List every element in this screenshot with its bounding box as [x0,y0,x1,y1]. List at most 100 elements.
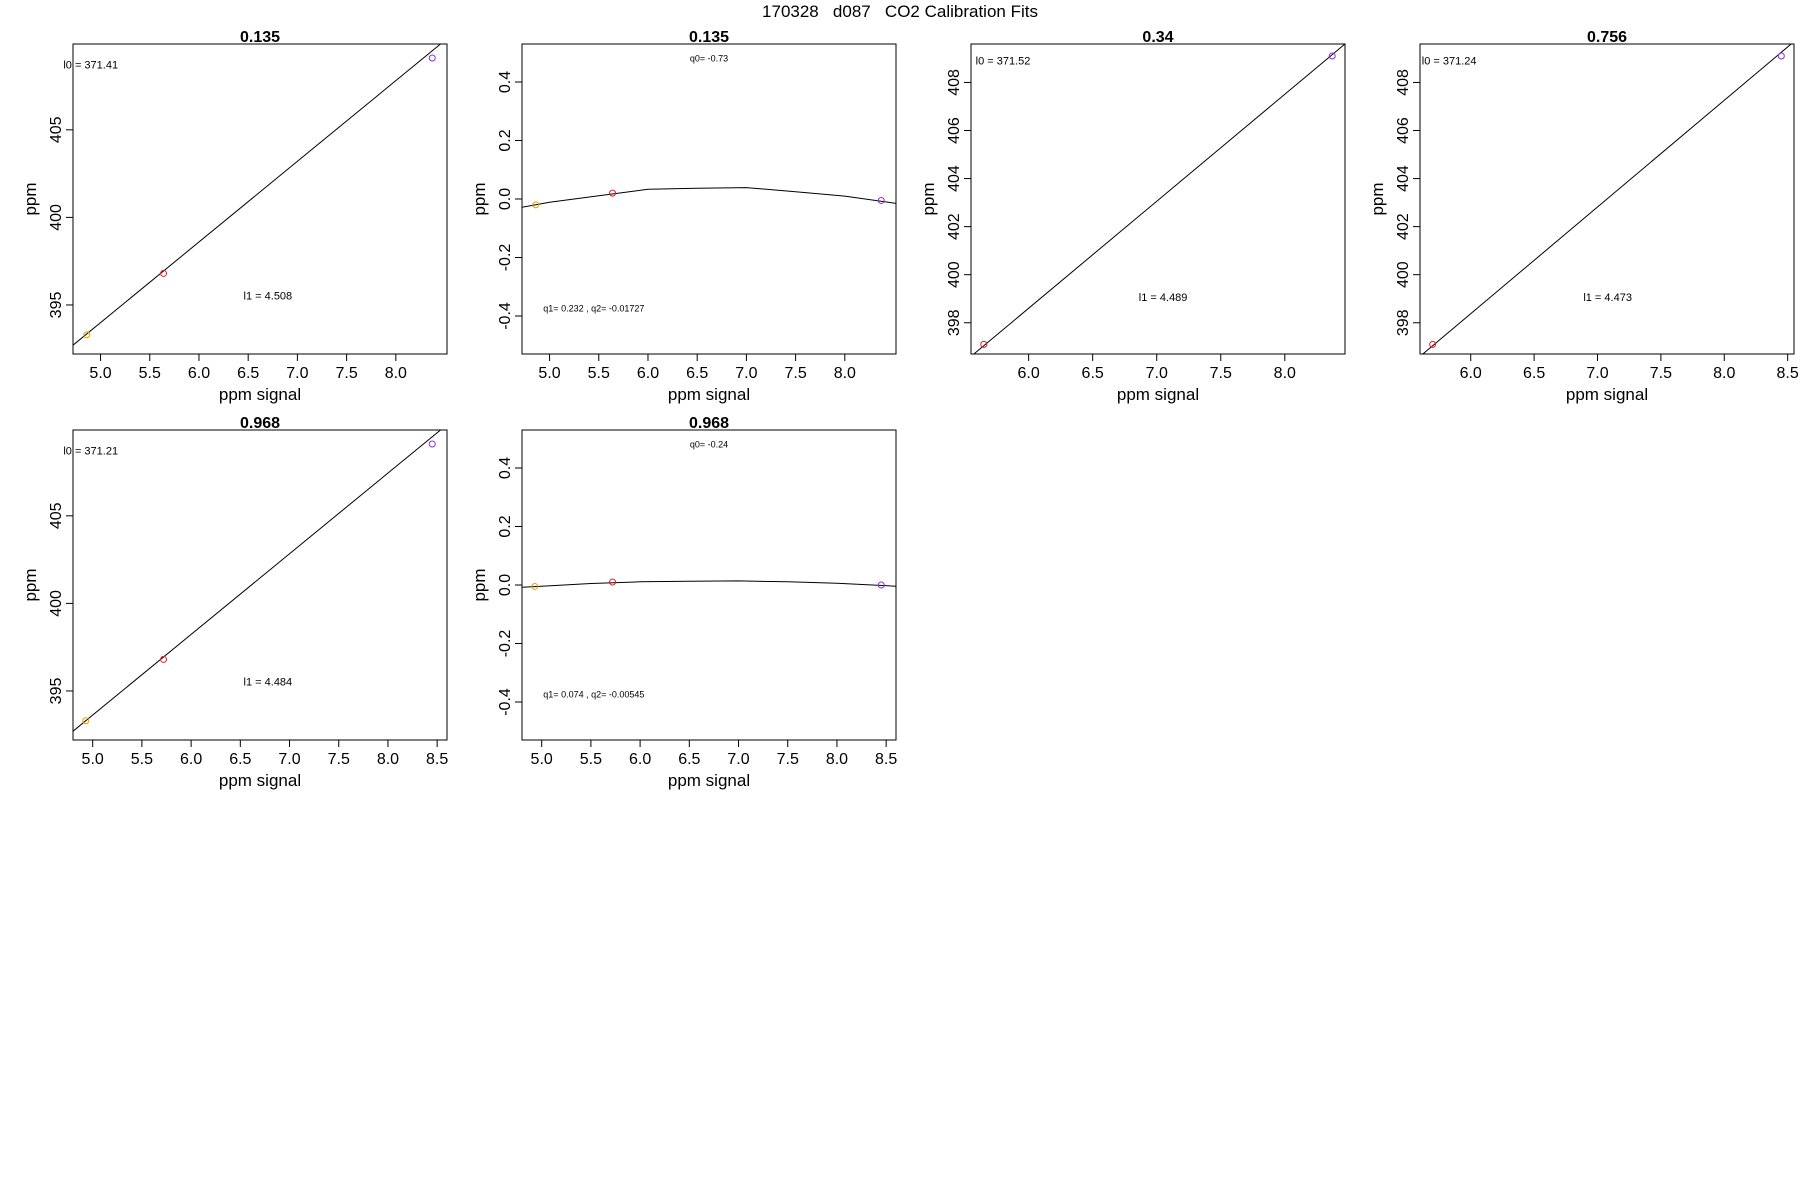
y-axis-label: ppm [21,182,40,215]
x-tick-label: 8.0 [385,365,407,382]
x-tick-label: 5.5 [580,751,602,768]
x-tick-label: 5.0 [89,365,111,382]
annotation-l0: l0 = 371.52 [976,55,1031,67]
y-tick-label: -0.2 [497,244,514,272]
x-tick-label: 8.5 [426,751,448,768]
y-tick-label: 405 [48,116,65,143]
x-tick-label: 8.5 [875,751,897,768]
annotation-q0: q0= -0.73 [690,54,728,64]
data-point-orange [532,201,540,209]
x-tick-label: 7.0 [278,751,300,768]
x-tick-label: 6.5 [678,751,700,768]
data-point-red [1429,340,1437,348]
chart-title: 0.34 [1142,29,1173,46]
x-axis-label: ppm signal [219,385,301,404]
x-tick-label: 7.5 [335,365,357,382]
annotation-l0: l0 = 371.24 [1422,55,1477,67]
y-tick-label: 404 [1395,165,1412,192]
x-tick-label: 7.5 [784,365,806,382]
y-tick-label: -0.4 [497,302,514,330]
chart-panel-5: 0.968 5.0 5.5 6.0 6.5 7.0 7.5 8.0 8.5 395 400 405 pp… [21,415,448,790]
annotation-l1: l1 = 4.473 [1583,292,1632,304]
chart-title: 0.756 [1587,29,1627,46]
x-tick-label: 8.5 [1777,365,1799,382]
x-tick-label: 7.0 [1146,365,1168,382]
data-point-red [609,578,617,586]
x-tick-label: 6.5 [1082,365,1104,382]
y-axis-label: ppm [1368,182,1387,215]
y-tick-label: 400 [48,204,65,231]
x-tick-label: 7.5 [328,751,350,768]
annotation-l0: l0 = 371.21 [63,446,118,458]
plot-frame [72,43,448,355]
fit-line [522,580,896,588]
fit-line [522,187,896,208]
x-tick-label: 5.0 [538,365,560,382]
plot-frame [72,429,448,741]
y-tick-label: 408 [1395,69,1412,96]
chart-title: 0.135 [240,29,280,46]
annotation-l1: l1 = 4.489 [1139,292,1188,304]
fit-line [73,430,442,732]
data-point-orange [82,717,90,725]
y-tick-label: -0.4 [497,688,514,716]
x-tick-label: 6.5 [229,751,251,768]
x-tick-label: 6.5 [686,365,708,382]
y-tick-label: 400 [946,261,963,288]
data-point-red [160,269,168,277]
data-point-orange [531,582,539,590]
x-tick-label: 7.5 [1650,365,1672,382]
chart-title: 0.968 [240,415,280,432]
x-tick-label: 5.0 [531,751,553,768]
x-axis-label: ppm signal [668,385,750,404]
annotation-q1q2: q1= 0.074 , q2= -0.00545 [543,690,644,700]
y-tick-label: 406 [1395,117,1412,144]
y-axis-label: ppm [21,568,40,601]
x-tick-label: 5.5 [139,365,161,382]
chart-panel-4: 0.756 6.0 6.5 7.0 7.5 8.0 8.5 398 400 402 404 406 40… [1368,29,1799,404]
plot-frame [970,43,1346,355]
data-point-purple [1777,52,1785,60]
x-tick-label: 5.0 [82,751,104,768]
y-axis-label: ppm [470,182,489,215]
y-tick-label: 402 [1395,213,1412,240]
x-tick-label: 6.0 [180,751,202,768]
x-tick-label: 7.0 [286,365,308,382]
x-axis-label: ppm signal [1566,385,1648,404]
fit-line [1422,44,1792,354]
x-tick-label: 8.0 [1713,365,1735,382]
y-tick-label: 0.0 [497,574,514,596]
chart-panel-1: 0.135 5.0 5.5 6.0 6.5 7.0 7.5 8.0 395 400 405 ppm s… [21,29,448,404]
x-tick-label: 6.0 [629,751,651,768]
annotation-l1: l1 = 4.508 [244,291,293,303]
x-tick-label: 5.5 [588,365,610,382]
data-point-purple [877,581,885,589]
fit-line [73,44,442,346]
x-axis-label: ppm signal [219,771,301,790]
x-tick-label: 6.5 [1523,365,1545,382]
data-point-orange [83,331,91,339]
chart-panel-6: 0.968 5.0 5.5 6.0 6.5 7.0 7.5 8.0 8.5 -0.4 -0.2 0.0… [470,415,897,790]
data-point-purple [428,440,436,448]
data-point-purple [877,196,885,204]
x-tick-label: 8.0 [1274,365,1296,382]
y-tick-label: 395 [48,678,65,705]
y-tick-label: 0.4 [497,71,514,93]
x-tick-label: 8.0 [377,751,399,768]
x-tick-label: 7.0 [735,365,757,382]
x-tick-label: 6.5 [237,365,259,382]
fit-line [973,44,1345,354]
data-point-red [609,189,617,197]
chart-title: 0.135 [689,29,729,46]
x-tick-label: 8.0 [826,751,848,768]
x-tick-label: 7.5 [1210,365,1232,382]
x-axis-label: ppm signal [668,771,750,790]
annotation-q0: q0= -0.24 [690,440,728,450]
annotation-q1q2: q1= 0.232 , q2= -0.01727 [543,304,644,314]
y-tick-label: 0.2 [497,129,514,151]
y-tick-label: 400 [1395,261,1412,288]
x-tick-label: 6.0 [188,365,210,382]
data-point-red [160,655,168,663]
data-point-purple [1328,52,1336,60]
